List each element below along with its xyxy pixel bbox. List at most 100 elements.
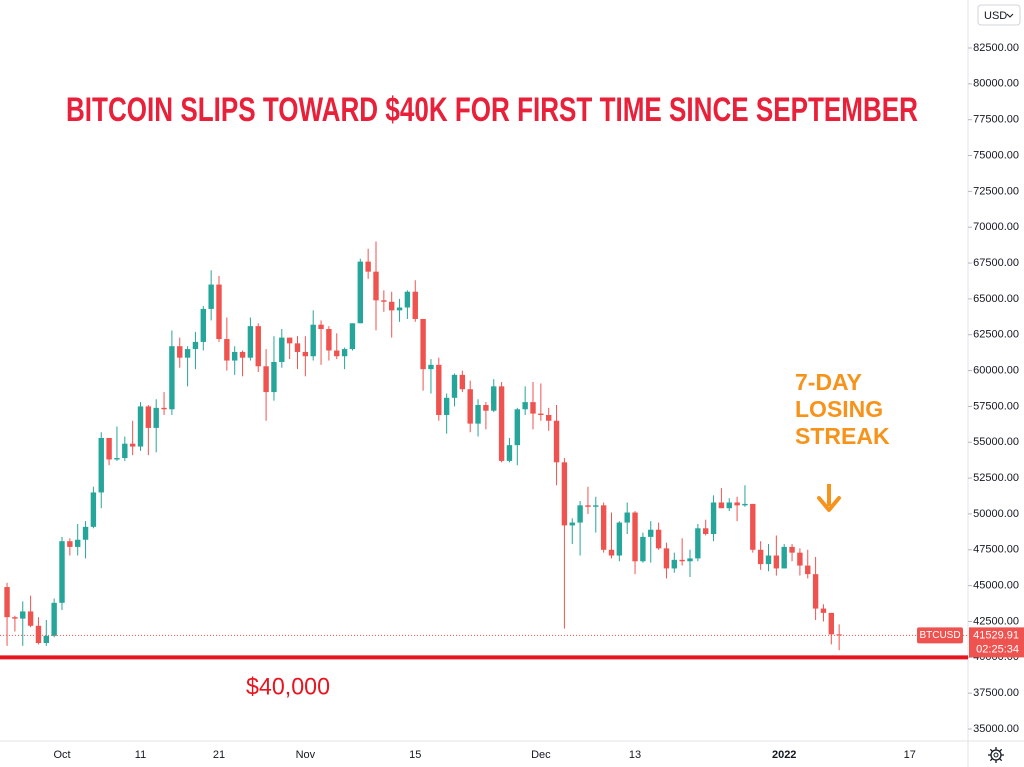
y-tick-label: 70000.00 — [973, 221, 1019, 233]
candle-body — [726, 502, 732, 509]
candle-body — [522, 402, 528, 410]
candle-body — [491, 386, 497, 411]
candle-body — [663, 548, 670, 569]
candle-body — [467, 389, 473, 424]
candle-body — [302, 351, 309, 357]
x-tick-label: Nov — [296, 749, 316, 761]
candle-body — [169, 346, 175, 410]
level-label: $40,000 — [246, 673, 330, 700]
candle-body — [153, 407, 159, 428]
y-tick-label: 62500.00 — [973, 329, 1019, 341]
candle-body — [161, 407, 167, 410]
candle-body — [443, 397, 450, 416]
y-tick-label: 52500.00 — [973, 472, 1019, 484]
candle-body — [247, 326, 254, 358]
candle-body — [742, 503, 748, 506]
candle-body — [671, 559, 677, 569]
candle-body — [593, 505, 599, 507]
y-tick-label: 57500.00 — [973, 400, 1019, 412]
settings-button[interactable] — [988, 747, 1004, 763]
y-tick-label: 72500.00 — [973, 185, 1019, 197]
candle-body — [569, 522, 575, 526]
candle-body — [436, 364, 442, 416]
candle-body — [90, 492, 97, 527]
y-tick-label: 65000.00 — [973, 293, 1019, 305]
price-tag-bg — [969, 627, 1024, 658]
candle-body — [286, 337, 293, 344]
candle-body — [35, 625, 42, 643]
candle-body — [326, 329, 332, 351]
symbol-tag-bg — [917, 627, 963, 644]
candle-body — [365, 261, 371, 272]
x-tick-label: 11 — [135, 749, 146, 761]
currency-button[interactable]: USD — [977, 4, 1021, 26]
y-tick-label: 50000.00 — [973, 508, 1019, 520]
candle-body — [75, 539, 81, 547]
currency-label[interactable]: USD — [984, 10, 1007, 22]
candle-body — [820, 608, 827, 613]
chart-title: BITCOIN SLIPS TOWARD $40K FOR FIRST TIME… — [66, 91, 918, 129]
candle-body — [498, 386, 505, 461]
y-tick-label: 42500.00 — [973, 615, 1019, 627]
y-tick-label: 47500.00 — [973, 544, 1019, 556]
x-tick-label: 13 — [629, 749, 641, 761]
candle-body — [514, 409, 520, 446]
x-tick-label: Dec — [531, 749, 551, 761]
annotation-arrow — [817, 484, 841, 512]
candle-body — [797, 552, 803, 566]
y-tick-label: 82500.00 — [973, 42, 1019, 54]
candle-body — [553, 420, 560, 463]
candle-body — [679, 559, 685, 562]
candle-body — [695, 528, 701, 559]
candle-body — [655, 529, 662, 549]
y-tick-label: 35000.00 — [973, 723, 1019, 735]
candle-body — [781, 546, 787, 569]
candle-body — [640, 536, 646, 562]
x-tick-label: 2022 — [772, 749, 796, 761]
candle-body — [137, 406, 144, 447]
y-tick-label: 77500.00 — [973, 114, 1019, 126]
x-tick-label: 17 — [904, 749, 916, 761]
candle-body — [648, 529, 654, 537]
candle-body — [757, 549, 764, 565]
candle-body — [349, 323, 356, 350]
candle-body — [373, 271, 379, 301]
candle-body — [773, 555, 780, 569]
candle-body — [710, 502, 717, 535]
candle-body — [420, 318, 426, 370]
candle-body — [82, 526, 89, 540]
y-tick-label: 45000.00 — [973, 580, 1019, 592]
candle-body — [4, 587, 10, 618]
annotation-line: LOSING — [795, 396, 883, 422]
candle-body — [27, 611, 34, 626]
candle-body — [765, 555, 772, 565]
y-tick-label: 60000.00 — [973, 364, 1019, 376]
candle-body — [341, 349, 348, 357]
countdown: 02:25:34 — [976, 643, 1019, 655]
x-tick-label: 21 — [213, 749, 225, 761]
y-tick-label: 75000.00 — [973, 149, 1019, 161]
candle-body — [208, 284, 214, 309]
candle-body — [506, 445, 513, 461]
candle-body — [255, 326, 261, 367]
y-tick-label: 67500.00 — [973, 257, 1019, 269]
candle-body — [98, 437, 104, 493]
candle-body — [67, 541, 73, 547]
candle-body — [624, 512, 630, 523]
candle-body — [381, 300, 387, 302]
candle-body — [789, 546, 795, 553]
candle-body — [483, 404, 489, 411]
candle-body — [750, 503, 756, 550]
candle-body — [451, 374, 458, 398]
candle-body — [608, 549, 615, 556]
candle-body — [577, 505, 583, 523]
candle-body — [184, 349, 191, 358]
candle-body — [177, 346, 183, 358]
candle-body — [396, 307, 403, 311]
candle-body — [812, 574, 819, 609]
candle-body — [263, 366, 269, 393]
candle-body — [546, 415, 552, 421]
candle-body — [224, 339, 230, 361]
candle-body — [600, 505, 607, 550]
